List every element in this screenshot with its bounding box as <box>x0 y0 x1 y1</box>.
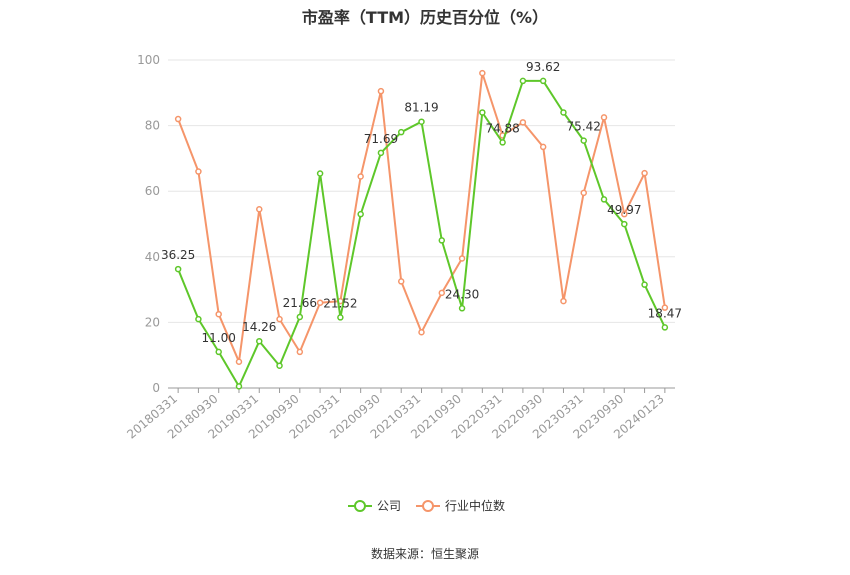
data-point <box>600 114 608 121</box>
data-point <box>519 119 527 126</box>
data-point <box>174 265 182 273</box>
data-point <box>215 348 222 356</box>
data-label: 49.97 <box>607 203 641 217</box>
data-point <box>519 77 527 85</box>
data-point <box>235 358 243 366</box>
data-point <box>337 314 344 321</box>
data-point <box>195 315 202 323</box>
data-point <box>377 149 385 157</box>
data-point <box>357 173 364 180</box>
data-label: 18.47 <box>648 306 682 320</box>
data-point <box>580 137 587 144</box>
data-point <box>661 304 669 311</box>
data-point <box>296 348 304 356</box>
data-label: 21.52 <box>323 296 357 310</box>
data-point <box>580 189 587 197</box>
data-label: 36.25 <box>161 248 195 262</box>
data-point <box>316 299 324 306</box>
data-point <box>276 362 283 369</box>
data-point <box>560 297 567 305</box>
data-point <box>499 139 506 146</box>
data-point <box>256 205 263 213</box>
data-point <box>479 69 486 77</box>
y-tick-label: 60 <box>145 184 160 198</box>
data-label: 21.66 <box>283 296 317 310</box>
data-point <box>235 383 243 390</box>
data-point <box>560 109 567 116</box>
data-point <box>438 237 446 244</box>
legend-label: 公司 <box>377 499 401 513</box>
data-point <box>195 168 202 175</box>
data-point <box>316 170 324 177</box>
data-label: 93.62 <box>526 60 560 74</box>
data-point <box>458 305 466 312</box>
y-tick-label: 80 <box>145 119 160 133</box>
data-point <box>641 169 648 177</box>
data-point <box>215 310 222 318</box>
legend-label: 行业中位数 <box>445 498 505 513</box>
data-point <box>621 220 628 228</box>
data-point <box>621 210 628 218</box>
data-point <box>357 210 364 218</box>
data-point <box>539 77 547 85</box>
chart-title: 市盈率（TTM）历史百分位（%） <box>301 8 549 27</box>
data-label: 74.88 <box>485 121 519 135</box>
data-label: 11.00 <box>202 331 236 345</box>
y-tick-label: 20 <box>145 315 160 329</box>
data-point <box>276 315 283 323</box>
data-point <box>600 196 608 203</box>
data-point <box>438 289 446 297</box>
y-tick-label: 100 <box>137 53 160 67</box>
data-point <box>661 324 669 331</box>
data-point <box>479 109 486 116</box>
y-tick-label: 40 <box>145 250 160 264</box>
data-label: 14.26 <box>242 320 276 334</box>
data-point <box>296 313 304 321</box>
data-label: 71.69 <box>364 132 398 146</box>
series-line-1 <box>177 72 666 363</box>
data-label: 24.30 <box>445 287 479 301</box>
legend-marker <box>422 500 434 512</box>
y-tick-label: 0 <box>152 381 160 395</box>
chart-source: 数据来源：恒生聚源 <box>370 547 479 561</box>
data-point <box>397 278 405 285</box>
legend-marker <box>354 500 366 512</box>
data-point <box>377 87 385 95</box>
data-point <box>174 115 182 123</box>
data-point <box>539 143 547 151</box>
data-point <box>418 118 425 125</box>
data-point <box>256 337 263 345</box>
data-label: 81.19 <box>404 101 438 115</box>
data-point <box>458 255 466 262</box>
data-label: 75.42 <box>567 120 601 134</box>
data-point <box>418 328 425 336</box>
data-point <box>641 281 648 288</box>
data-point <box>397 128 405 136</box>
